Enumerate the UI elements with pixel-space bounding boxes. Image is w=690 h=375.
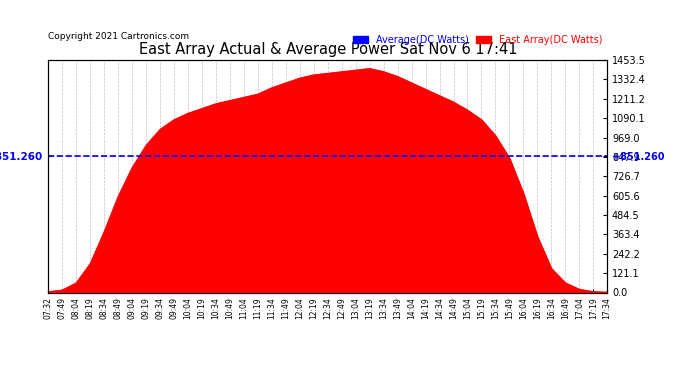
Text: Copyright 2021 Cartronics.com: Copyright 2021 Cartronics.com	[48, 32, 190, 41]
Legend: Average(DC Watts), East Array(DC Watts): Average(DC Watts), East Array(DC Watts)	[353, 34, 602, 45]
Title: East Array Actual & Average Power Sat Nov 6 17:41: East Array Actual & Average Power Sat No…	[139, 42, 517, 57]
